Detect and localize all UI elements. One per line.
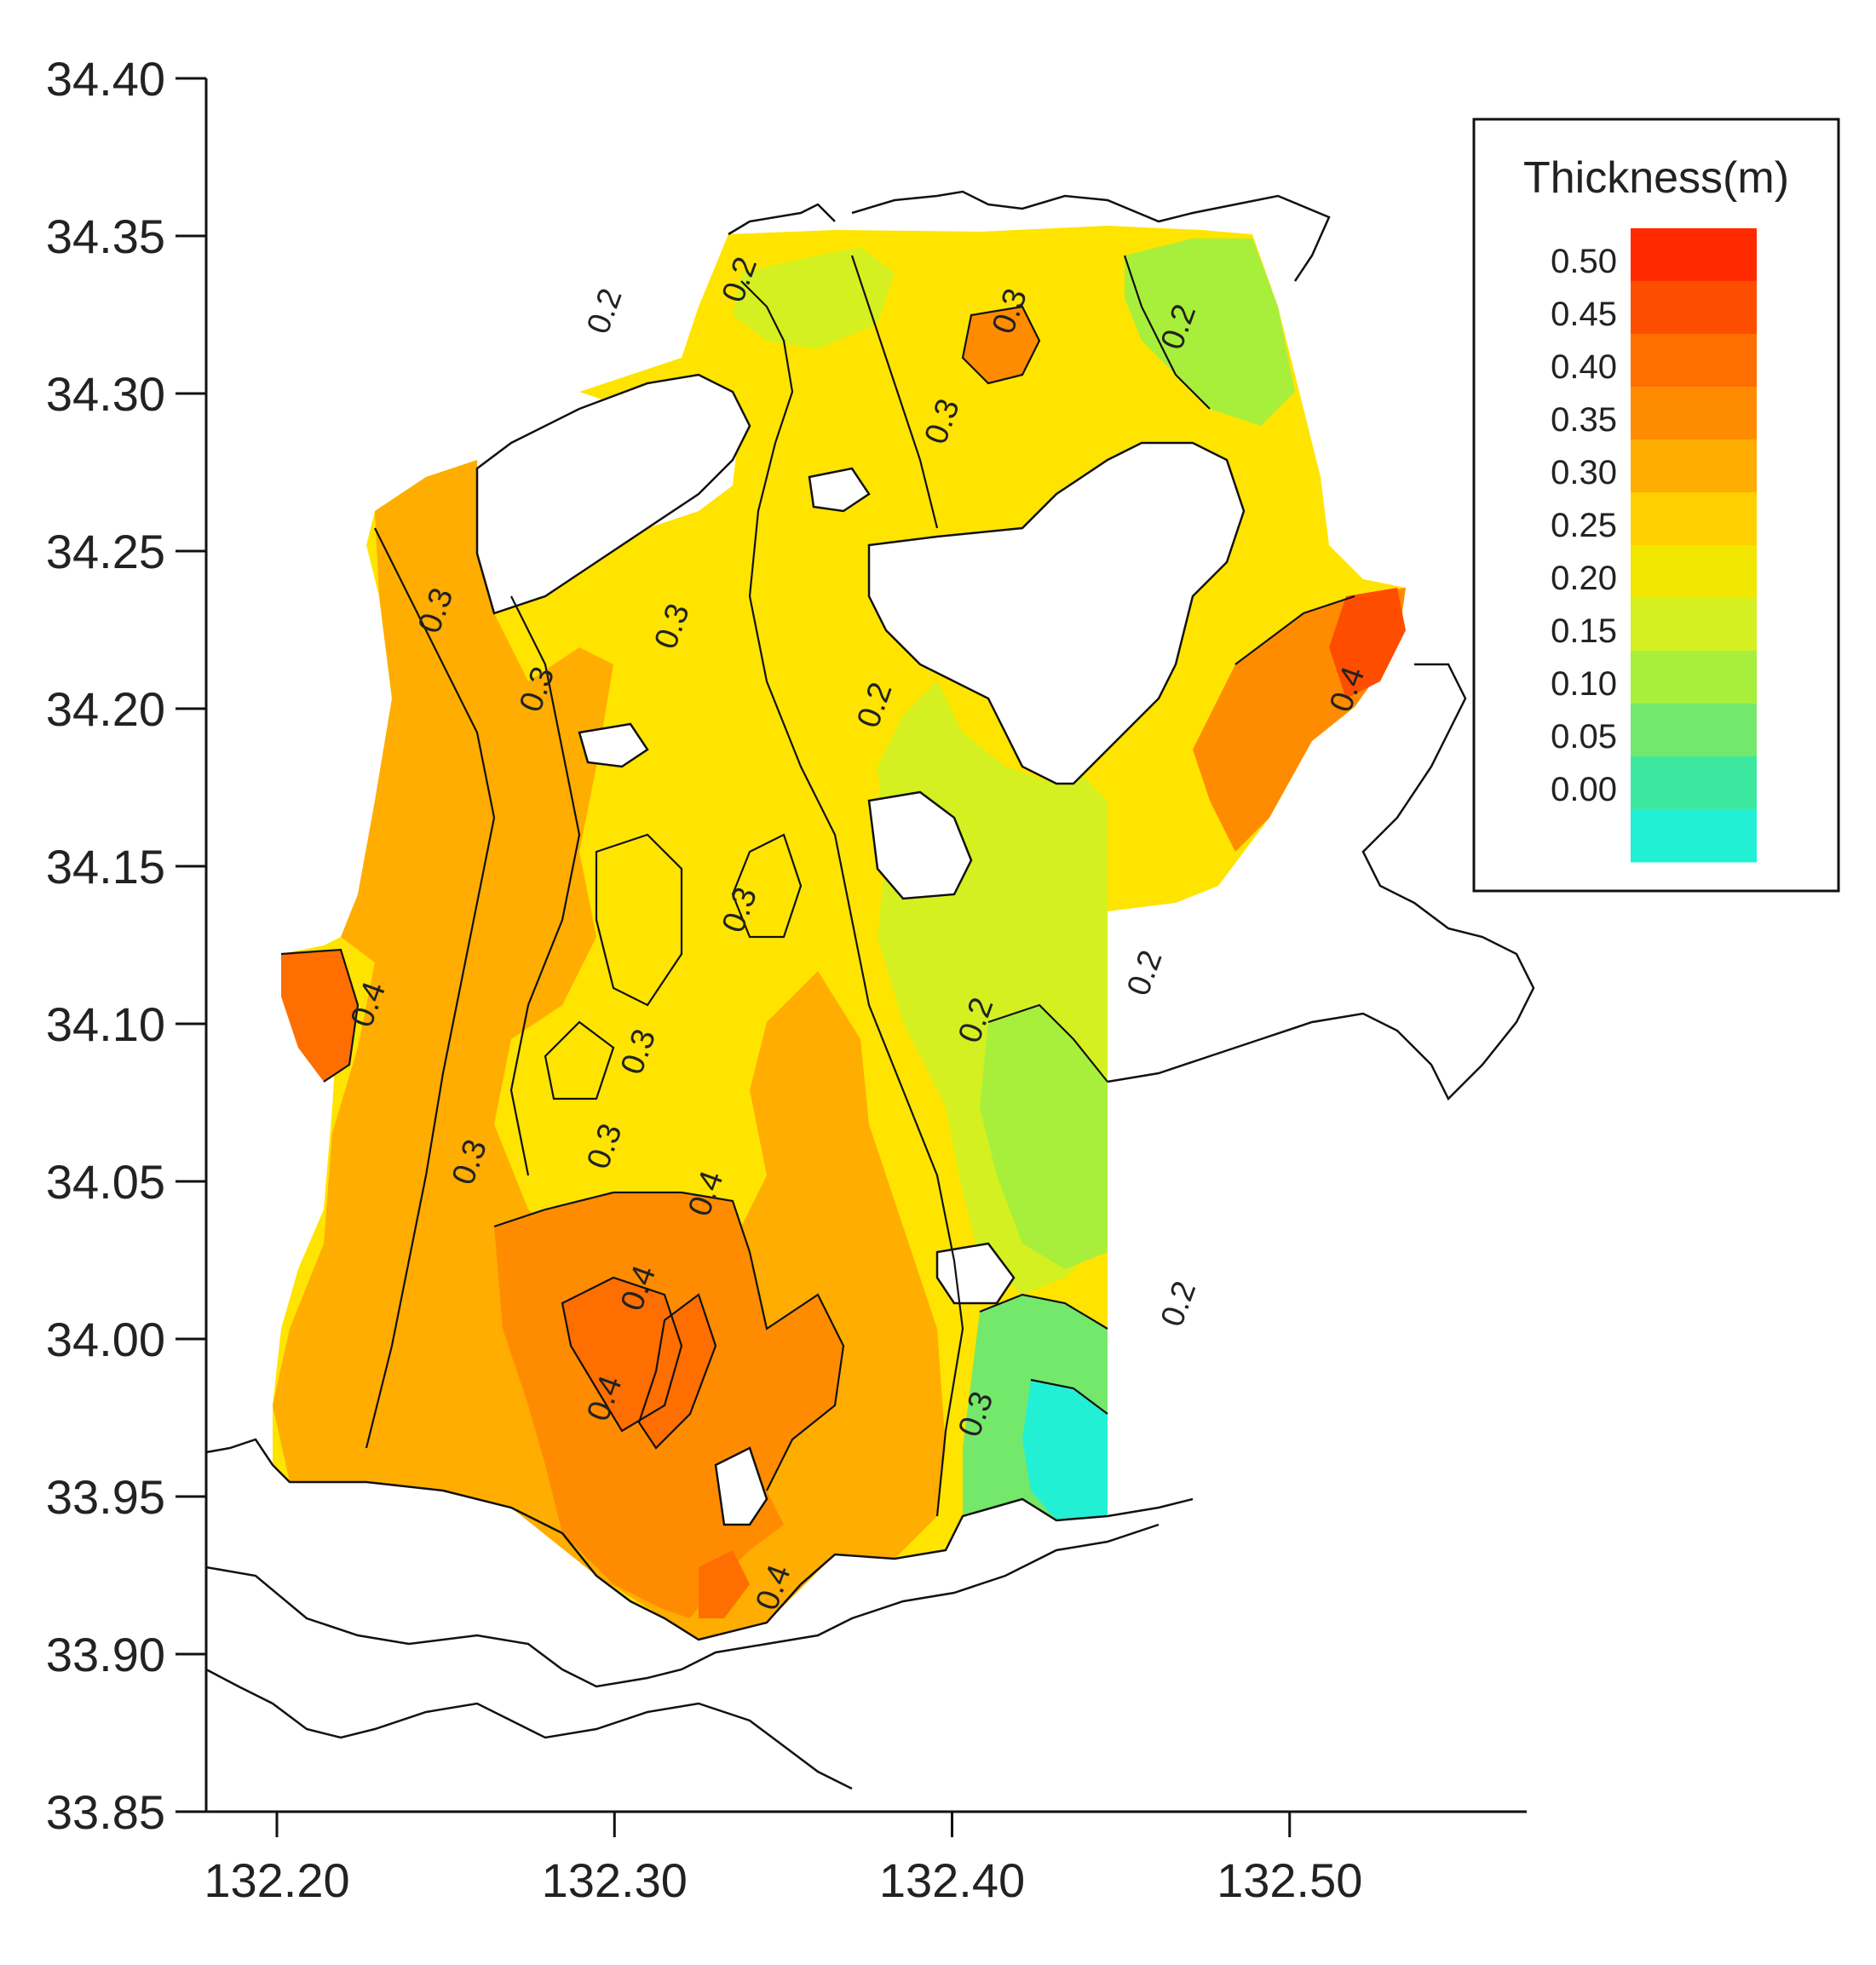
island-large-east (867, 441, 1246, 785)
legend-label: 0.15 (1551, 612, 1617, 650)
legend-label: 0.20 (1551, 560, 1617, 597)
legend-label: 0.35 (1551, 401, 1617, 439)
legend-swatch (1631, 704, 1757, 757)
island-small-1 (578, 722, 649, 768)
legend-label: 0.10 (1551, 665, 1617, 703)
x-tick-label: 132.20 (204, 1853, 349, 1907)
y-tick-label: 34.25 (46, 525, 165, 578)
thickness-field (273, 226, 1406, 1640)
legend: Thickness(m) 0.50 0.45 0.40 0.35 0.30 0.25 0.2… (1472, 118, 1840, 893)
x-tick-label: 132.30 (542, 1853, 688, 1907)
legend-swatch (1631, 387, 1757, 440)
legend-swatch (1631, 281, 1757, 335)
island-small-2 (935, 1242, 1016, 1305)
legend-swatch (1631, 545, 1757, 599)
legend-label: 0.30 (1551, 454, 1617, 491)
region-0.40-southtip (699, 1550, 750, 1618)
y-axis-ticks: 34.40 34.35 34.30 34.25 34.20 34.15 34.10 34.05… (46, 52, 206, 1839)
y-tick-label: 34.00 (46, 1313, 165, 1366)
contour-lines (280, 255, 1355, 1517)
y-tick-label: 33.85 (46, 1785, 165, 1839)
x-tick-label: 132.50 (1217, 1853, 1362, 1907)
y-tick-label: 34.15 (46, 840, 165, 893)
legend-swatch (1631, 492, 1757, 546)
region-0.00-southeast (1022, 1380, 1108, 1520)
legend-swatch (1631, 334, 1757, 388)
coastline (205, 190, 1535, 1790)
legend-labels: 0.50 0.45 0.40 0.35 0.30 0.25 0.20 0.15 0.10 0.05… (1551, 243, 1617, 808)
region-0.40-westcoast (281, 950, 358, 1082)
contour-label: 0.2 (1154, 1277, 1204, 1331)
y-tick-label: 34.30 (46, 367, 165, 421)
region-0.20-north (733, 247, 895, 349)
legend-title: Thickness(m) (1523, 153, 1789, 203)
contour-label: 0.2 (1120, 945, 1170, 1000)
y-tick-label: 33.95 (46, 1470, 165, 1524)
y-tick-label: 34.10 (46, 997, 165, 1051)
y-tick-label: 34.20 (46, 682, 165, 736)
legend-swatch (1631, 809, 1757, 863)
legend-swatch (1631, 598, 1757, 652)
island-small-4 (808, 467, 871, 513)
legend-label: 0.05 (1551, 718, 1617, 756)
region-0.45-east (1329, 588, 1406, 698)
legend-swatch (1631, 651, 1757, 704)
y-tick-label: 33.90 (46, 1628, 165, 1681)
region-0.15-east (980, 1005, 1108, 1269)
island-mid (867, 790, 973, 900)
y-tick-label: 34.35 (46, 210, 165, 263)
x-tick-label: 132.40 (879, 1853, 1025, 1907)
legend-label: 0.25 (1551, 507, 1617, 544)
legend-label: 0.00 (1551, 771, 1617, 808)
contour-label: 0.2 (580, 284, 630, 338)
legend-label: 0.40 (1551, 348, 1617, 386)
legend-swatch (1631, 756, 1757, 810)
y-tick-label: 34.40 (46, 52, 165, 106)
region-0.15-northeast (1125, 238, 1295, 426)
legend-swatch (1631, 228, 1757, 282)
island-north (475, 373, 751, 615)
y-tick-label: 34.05 (46, 1155, 165, 1209)
legend-swatch (1631, 440, 1757, 493)
legend-label: 0.45 (1551, 296, 1617, 333)
island-small-3 (714, 1446, 768, 1526)
islands (475, 373, 1246, 1526)
axes (204, 78, 1527, 1813)
legend-label: 0.50 (1551, 243, 1617, 280)
x-axis-ticks: 132.20 132.30 132.40 132.50 (204, 1812, 1362, 1907)
legend-colorbar (1631, 228, 1757, 863)
region-0.30-northeast (963, 307, 1039, 383)
